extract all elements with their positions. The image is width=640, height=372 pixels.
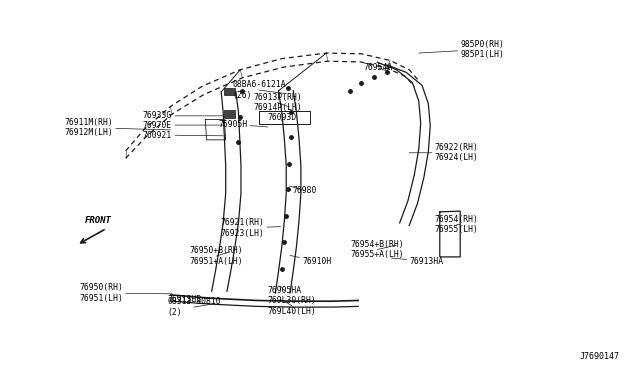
Text: 76905H: 76905H xyxy=(218,120,268,129)
Text: 76093D: 76093D xyxy=(268,113,297,122)
Bar xyxy=(225,110,235,118)
Text: 76913HB: 76913HB xyxy=(167,295,216,304)
Text: J7690147: J7690147 xyxy=(579,352,620,361)
Text: 76933G: 76933G xyxy=(143,111,225,121)
Text: 76980: 76980 xyxy=(289,186,316,195)
Text: 76913HA: 76913HA xyxy=(392,257,444,266)
Text: 76950+B(RH)
76951+A(LH): 76950+B(RH) 76951+A(LH) xyxy=(189,247,243,266)
Text: 76922(RH)
76924(LH): 76922(RH) 76924(LH) xyxy=(409,143,479,163)
Bar xyxy=(225,88,235,95)
Text: 08313-30810
(2): 08313-30810 (2) xyxy=(167,297,221,317)
Text: 76954A: 76954A xyxy=(364,63,392,72)
Text: 769L30(RH)
769L40(LH): 769L30(RH) 769L40(LH) xyxy=(268,296,317,316)
Text: 76970E: 76970E xyxy=(143,121,225,129)
Text: 760921: 760921 xyxy=(143,131,223,140)
Text: 76910H: 76910H xyxy=(290,256,332,266)
Text: 985P0(RH)
985P1(LH): 985P0(RH) 985P1(LH) xyxy=(419,40,504,59)
Text: 76921(RH)
76923(LH): 76921(RH) 76923(LH) xyxy=(221,218,280,238)
Text: FRONT: FRONT xyxy=(85,216,112,225)
Text: 76911M(RH)
76912M(LH): 76911M(RH) 76912M(LH) xyxy=(64,118,170,137)
Text: 76954+B(RH)
76955+A(LH): 76954+B(RH) 76955+A(LH) xyxy=(351,240,404,259)
Text: 76913P(RH)
76914P(LH): 76913P(RH) 76914P(LH) xyxy=(253,93,302,112)
Text: 76950(RH)
76951(LH): 76950(RH) 76951(LH) xyxy=(79,283,172,303)
Text: 76954(RH)
76955(LH): 76954(RH) 76955(LH) xyxy=(435,215,479,234)
Text: 08BA6-6121A
(26): 08BA6-6121A (26) xyxy=(232,80,286,100)
Text: 76905HA: 76905HA xyxy=(268,286,302,295)
